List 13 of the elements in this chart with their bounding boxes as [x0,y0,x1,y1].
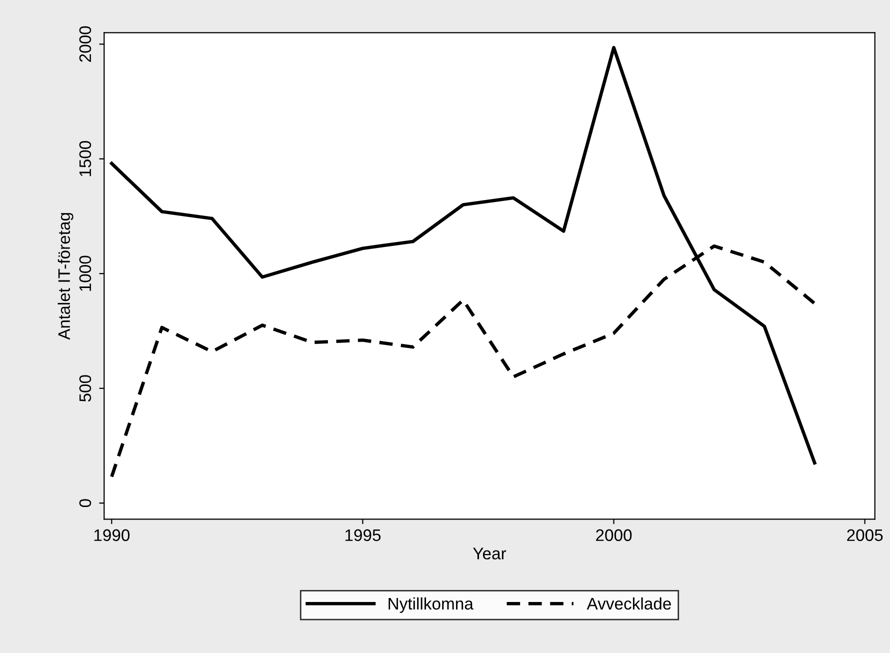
y-tick-label: 1500 [79,140,92,176]
x-tick-label: 1990 [94,529,130,542]
x-tick-label: 2000 [596,529,632,542]
legend-label: Nytillkomna [388,597,474,613]
x-tick-label: 1995 [345,529,381,542]
x-axis-title: Year [473,548,506,560]
y-tick-label: 2000 [79,26,92,62]
legend-label: Avvecklade [586,597,671,610]
y-tick-label: 1000 [79,256,92,291]
y-tick-label: 500 [79,375,92,402]
y-tick-label: 0 [79,499,92,508]
x-tick-label: 2005 [847,529,883,542]
y-axis-title: Antalet IT-företag [58,213,74,340]
